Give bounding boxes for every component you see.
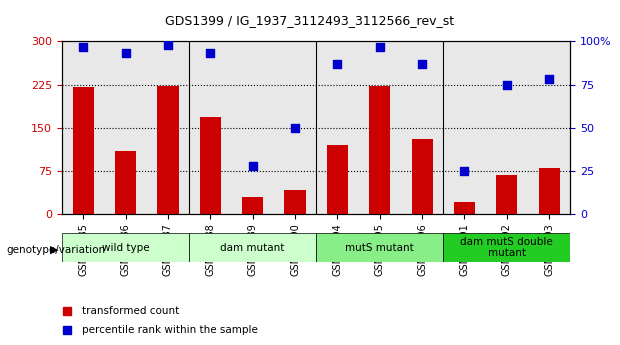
Point: [247, 163, 258, 168]
Bar: [157, 86, 179, 214]
FancyBboxPatch shape: [189, 233, 316, 262]
Point: [374, 44, 384, 49]
Bar: [539, 168, 560, 214]
FancyBboxPatch shape: [62, 233, 189, 262]
Text: wild type: wild type: [102, 243, 149, 253]
Point: [459, 168, 469, 174]
Point: [120, 51, 130, 56]
Point: [78, 44, 88, 49]
Bar: [454, 203, 475, 214]
Text: ▶: ▶: [50, 245, 59, 255]
Bar: [285, 190, 306, 214]
Text: dam mutS double
mutant: dam mutS double mutant: [461, 237, 553, 258]
Text: percentile rank within the sample: percentile rank within the sample: [82, 325, 258, 335]
Bar: [327, 145, 348, 214]
Text: mutS mutant: mutS mutant: [345, 243, 414, 253]
Text: genotype/variation: genotype/variation: [6, 245, 105, 255]
Bar: [73, 87, 94, 214]
Point: [290, 125, 300, 130]
Point: [163, 42, 173, 48]
Bar: [115, 151, 136, 214]
Text: dam mutant: dam mutant: [221, 243, 285, 253]
Point: [417, 61, 427, 67]
Text: transformed count: transformed count: [82, 306, 180, 316]
Bar: [412, 139, 433, 214]
FancyBboxPatch shape: [316, 233, 443, 262]
Text: GDS1399 / IG_1937_3112493_3112566_rev_st: GDS1399 / IG_1937_3112493_3112566_rev_st: [166, 14, 454, 27]
Point: [502, 82, 512, 87]
Point: [205, 51, 215, 56]
Point: [544, 77, 554, 82]
Point: [332, 61, 342, 67]
Bar: [242, 197, 264, 214]
Bar: [496, 175, 518, 214]
FancyBboxPatch shape: [443, 233, 570, 262]
Bar: [369, 86, 391, 214]
Bar: [200, 117, 221, 214]
